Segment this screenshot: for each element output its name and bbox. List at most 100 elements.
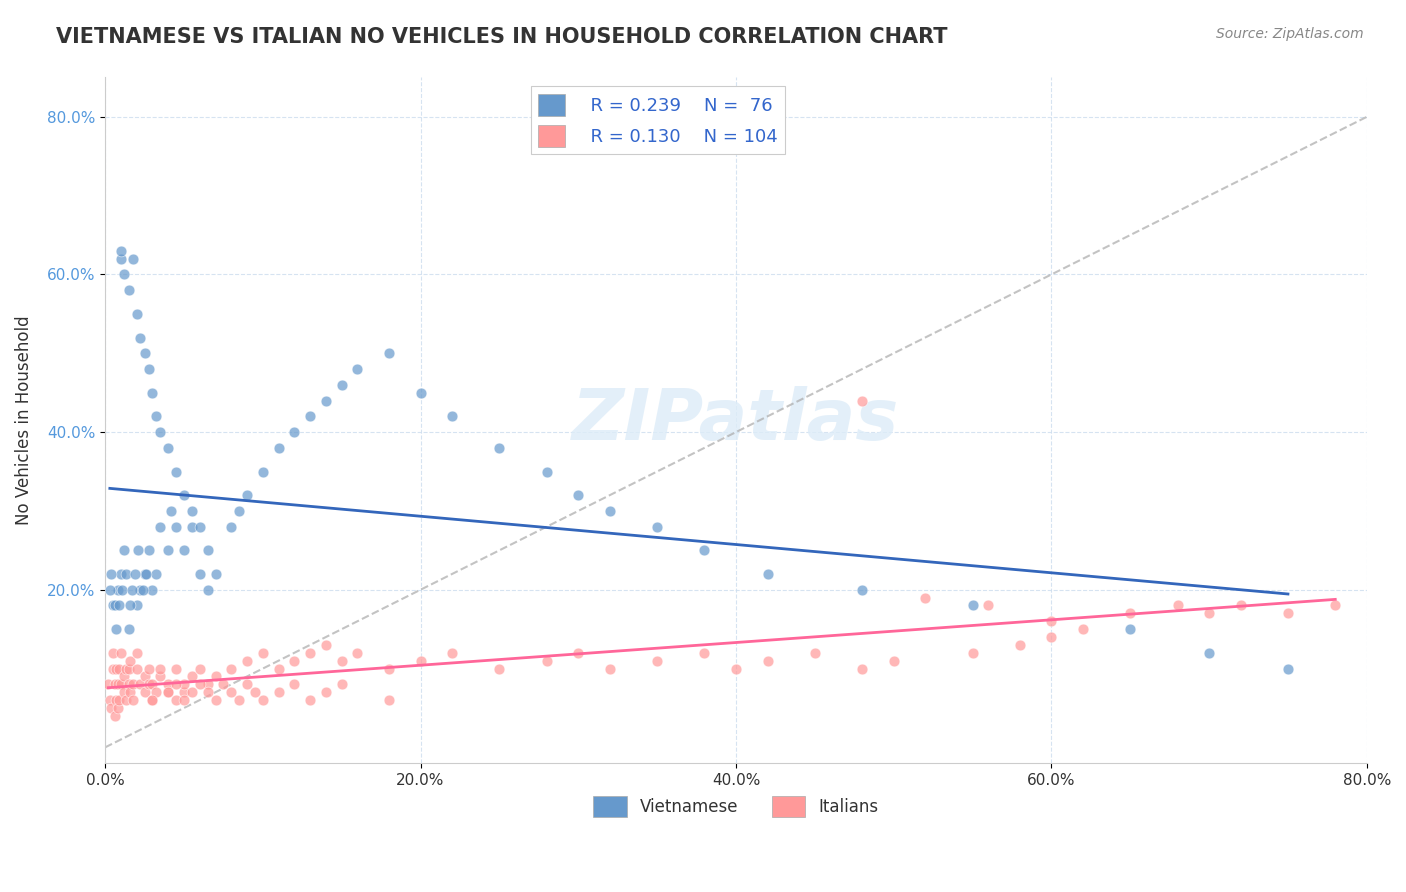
Point [693, 646, 716, 660]
Point [567, 488, 589, 502]
Point [118, 622, 141, 636]
Point [120, 654, 142, 668]
Point [346, 646, 368, 660]
Point [165, 465, 187, 479]
Point [488, 441, 510, 455]
Point [157, 685, 180, 699]
Point [107, 677, 129, 691]
Point [118, 661, 141, 675]
Point [977, 599, 1000, 613]
Point [112, 543, 135, 558]
Point [962, 646, 984, 660]
Point [1277, 607, 1299, 621]
Point [101, 599, 124, 613]
Point [173, 693, 195, 707]
Point [165, 519, 187, 533]
Point [236, 488, 259, 502]
Point [138, 661, 160, 675]
Point [114, 566, 136, 581]
Point [883, 654, 905, 668]
Point [197, 582, 219, 597]
Point [914, 591, 936, 605]
Point [851, 661, 873, 675]
Point [157, 677, 180, 691]
Point [122, 677, 145, 691]
Point [756, 654, 779, 668]
Point [212, 677, 235, 691]
Point [267, 685, 290, 699]
Point [267, 441, 290, 455]
Point [125, 646, 148, 660]
Point [110, 677, 132, 691]
Point [962, 599, 984, 613]
Y-axis label: No Vehicles in Household: No Vehicles in Household [15, 316, 32, 525]
Point [283, 677, 305, 691]
Point [101, 661, 124, 675]
Point [330, 377, 353, 392]
Point [299, 693, 322, 707]
Point [112, 669, 135, 683]
Point [145, 566, 167, 581]
Point [180, 685, 202, 699]
Point [409, 654, 432, 668]
Point [567, 646, 589, 660]
Point [173, 685, 195, 699]
Point [101, 646, 124, 660]
Point [180, 504, 202, 518]
Point [188, 519, 211, 533]
Point [173, 488, 195, 502]
Point [1198, 646, 1220, 660]
Point [141, 693, 163, 707]
Point [252, 646, 274, 660]
Point [236, 654, 259, 668]
Point [236, 677, 259, 691]
Point [197, 543, 219, 558]
Point [441, 646, 464, 660]
Point [107, 582, 129, 597]
Point [134, 685, 156, 699]
Point [141, 677, 163, 691]
Point [197, 677, 219, 691]
Point [110, 244, 132, 258]
Point [127, 543, 149, 558]
Point [1040, 630, 1063, 644]
Point [378, 346, 401, 360]
Point [1167, 599, 1189, 613]
Point [1198, 607, 1220, 621]
Point [105, 622, 128, 636]
Point [219, 661, 242, 675]
Point [330, 654, 353, 668]
Point [134, 669, 156, 683]
Point [536, 654, 558, 668]
Point [188, 661, 211, 675]
Point [1119, 622, 1142, 636]
Point [315, 393, 337, 408]
Point [135, 566, 157, 581]
Point [108, 599, 131, 613]
Point [219, 685, 242, 699]
Point [125, 307, 148, 321]
Point [110, 646, 132, 660]
Point [180, 519, 202, 533]
Text: Source: ZipAtlas.com: Source: ZipAtlas.com [1216, 27, 1364, 41]
Point [145, 409, 167, 424]
Point [409, 385, 432, 400]
Point [149, 519, 172, 533]
Point [346, 362, 368, 376]
Point [204, 693, 226, 707]
Point [1229, 599, 1251, 613]
Point [149, 661, 172, 675]
Point [149, 425, 172, 439]
Point [219, 519, 242, 533]
Point [204, 566, 226, 581]
Point [441, 409, 464, 424]
Point [173, 677, 195, 691]
Point [188, 677, 211, 691]
Point [165, 677, 187, 691]
Point [128, 677, 150, 691]
Point [108, 693, 131, 707]
Point [228, 504, 250, 518]
Point [804, 646, 827, 660]
Point [100, 566, 122, 581]
Point [145, 685, 167, 699]
